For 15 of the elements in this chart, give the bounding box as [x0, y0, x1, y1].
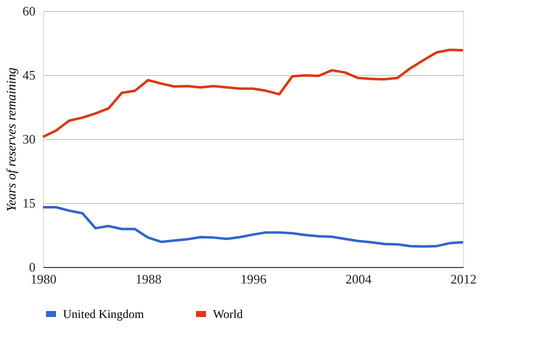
- legend-label: United Kingdom: [63, 307, 145, 321]
- x-tick-label: 1996: [240, 272, 267, 286]
- y-tick-label: 45: [22, 68, 36, 82]
- x-tick-label: 1980: [30, 272, 56, 286]
- line-series: [42, 206, 464, 248]
- y-tick-label: 30: [22, 132, 36, 146]
- y-tick-label: 0: [29, 260, 36, 274]
- line-series: [42, 48, 464, 138]
- legend-label: World: [213, 307, 243, 321]
- x-tick-label: 2012: [450, 272, 476, 286]
- y-axis-title: Years of reserves remaining: [4, 66, 18, 212]
- x-tick-label: 2004: [346, 272, 372, 286]
- y-tick-label: 15: [22, 196, 36, 210]
- y-tick-label: 60: [22, 4, 36, 18]
- x-tick-label: 1988: [136, 272, 162, 286]
